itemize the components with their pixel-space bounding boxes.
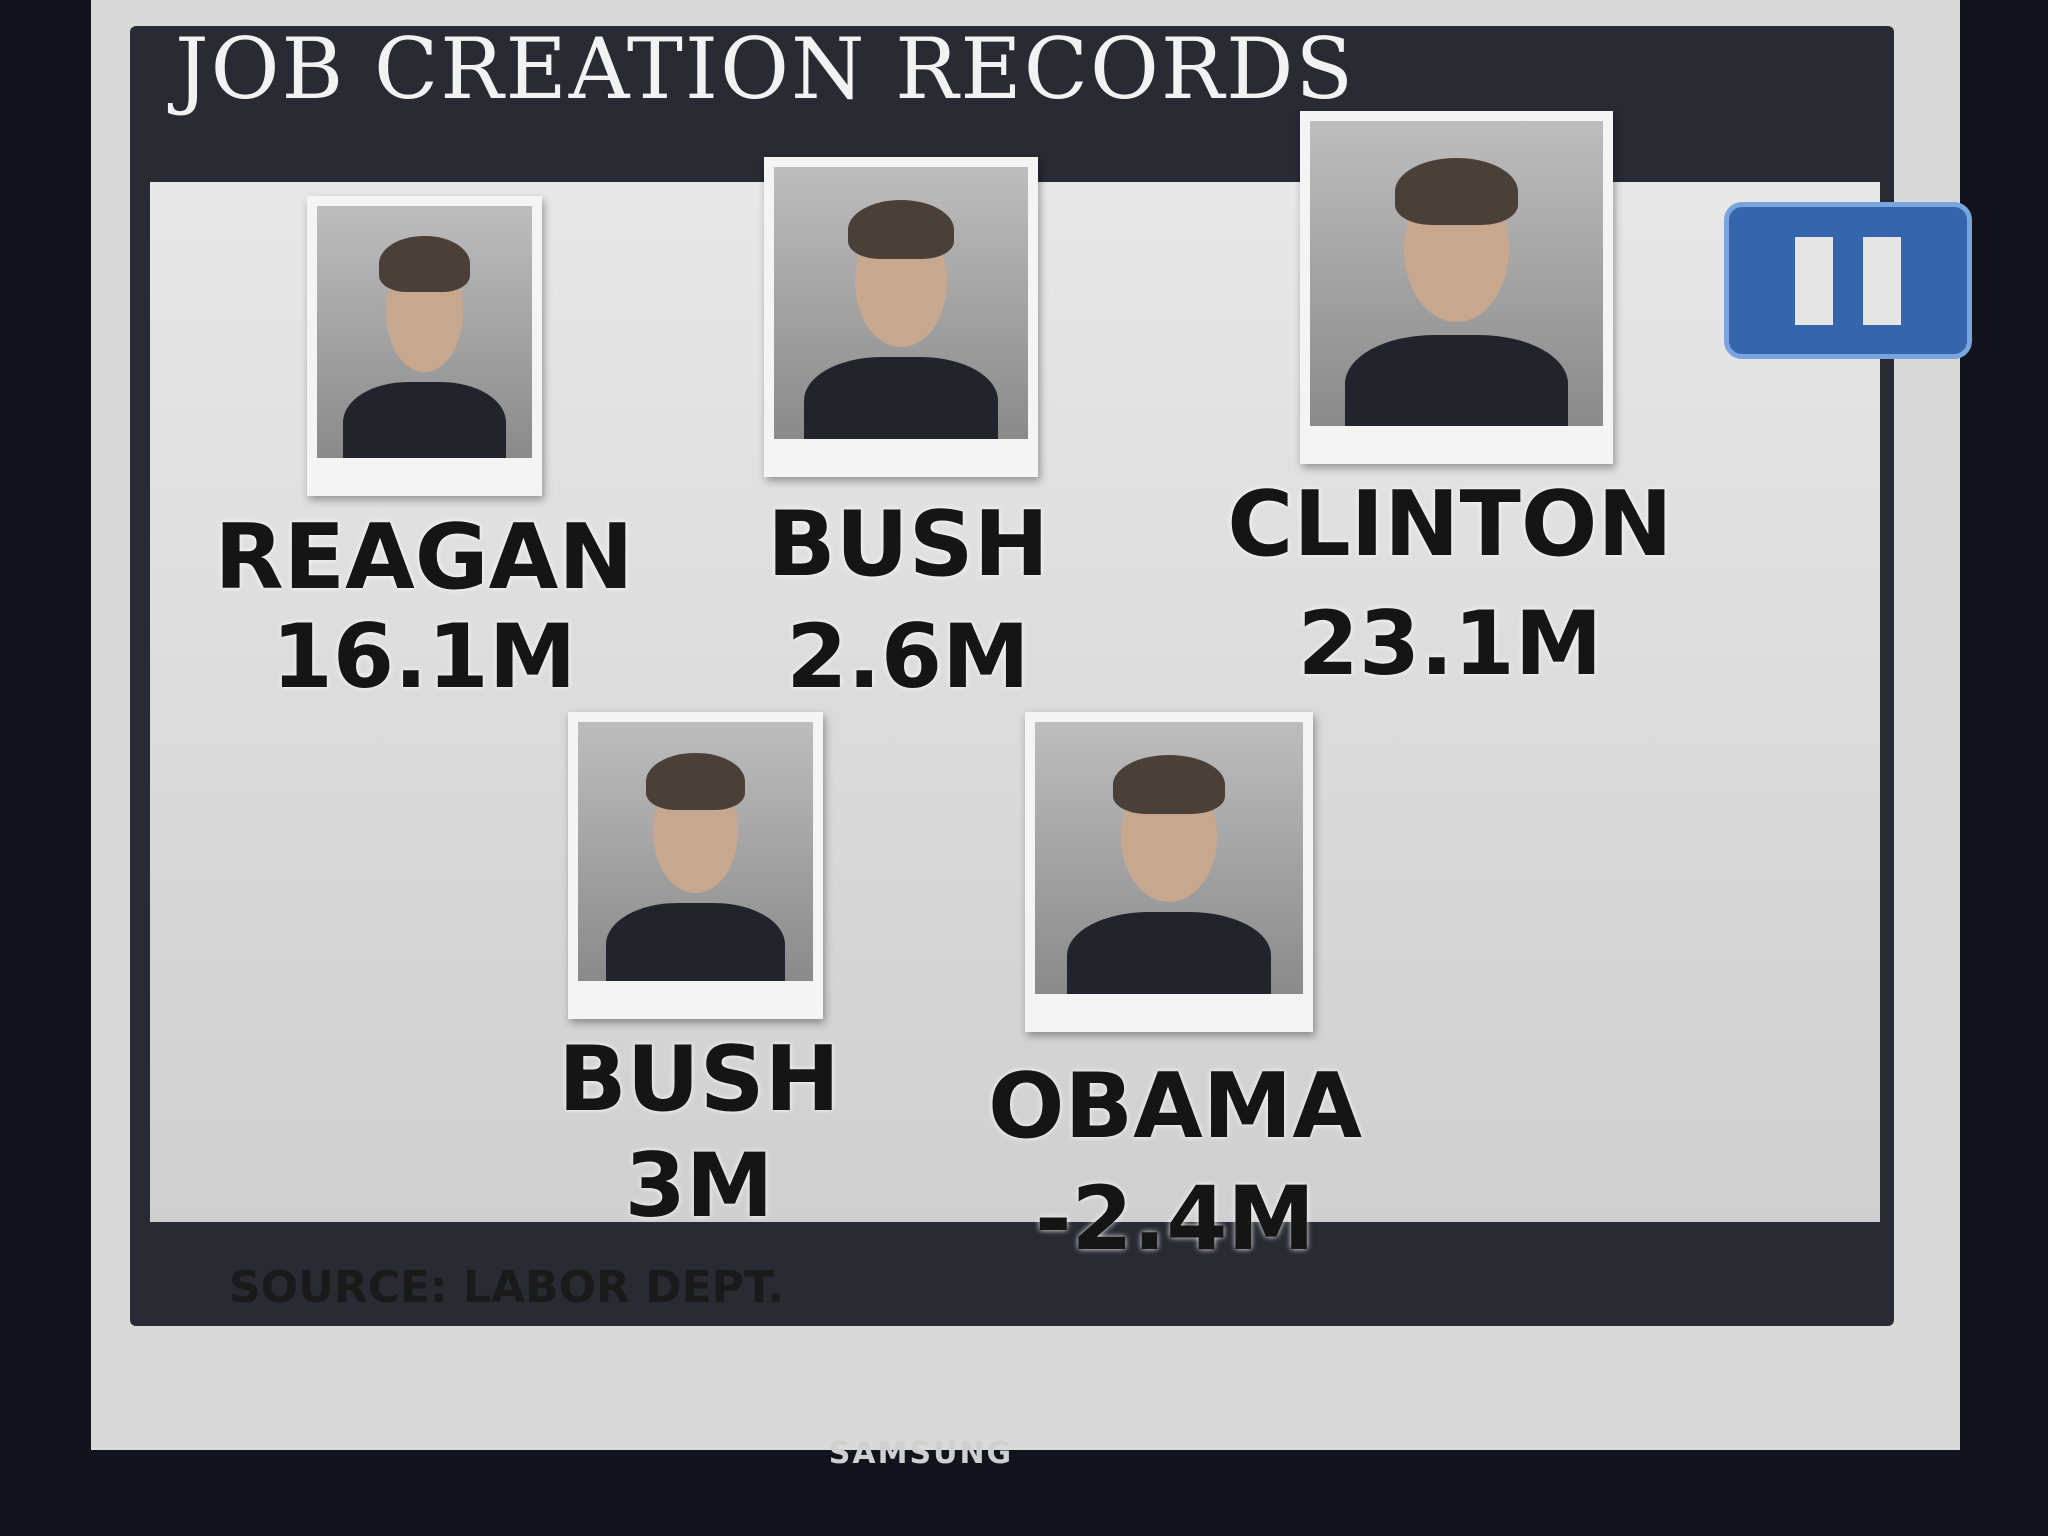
jobs-created: 23.1M xyxy=(1297,592,1603,695)
portrait xyxy=(568,712,823,1019)
portrait xyxy=(307,196,542,496)
president-name: REAGAN xyxy=(214,505,634,610)
jobs-created: 16.1M xyxy=(271,605,577,708)
jobs-created: 3M xyxy=(624,1134,774,1237)
title: JOB CREATION RECORDS xyxy=(175,20,1355,118)
president-name: BUSH xyxy=(558,1027,840,1132)
pause-button[interactable] xyxy=(1724,202,1972,359)
jobs-created: -2.4M xyxy=(1035,1167,1315,1270)
source: SOURCE: LABOR DEPT. xyxy=(229,1262,785,1313)
president-name: BUSH xyxy=(767,492,1049,597)
portrait xyxy=(764,157,1038,477)
tv-brand: SAMSUNG xyxy=(828,1436,1014,1471)
president-name: OBAMA xyxy=(988,1054,1362,1159)
jobs-created: 2.6M xyxy=(786,605,1030,708)
president-name: CLINTON xyxy=(1227,472,1673,577)
portrait xyxy=(1300,111,1613,464)
portrait xyxy=(1025,712,1313,1032)
